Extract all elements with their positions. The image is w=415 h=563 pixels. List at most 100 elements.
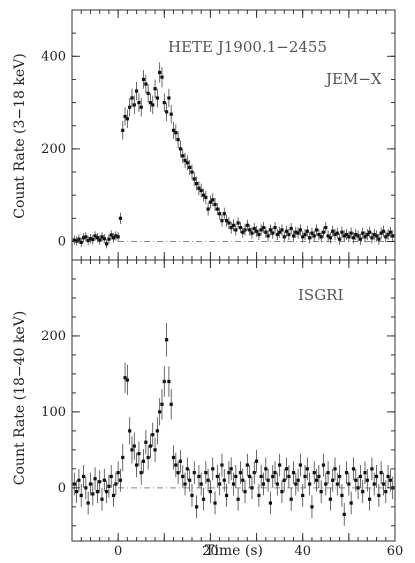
- data-point: [358, 474, 362, 479]
- data-point: [139, 105, 143, 109]
- data-point: [231, 223, 236, 227]
- data-point: [342, 234, 346, 238]
- data-point: [153, 448, 157, 452]
- data-point: [374, 234, 379, 238]
- data-point: [386, 474, 390, 479]
- data-point: [132, 103, 136, 107]
- data-point: [185, 161, 189, 165]
- data-point: [102, 478, 106, 482]
- data-point: [335, 231, 339, 235]
- data-point: [363, 471, 367, 475]
- data-point: [266, 478, 270, 482]
- data-point: [275, 232, 279, 237]
- data-point: [257, 232, 261, 237]
- data-point: [151, 103, 155, 107]
- data-point: [148, 444, 153, 448]
- top-annotation-instrument: JEM−X: [324, 70, 382, 88]
- data-point: [294, 230, 298, 234]
- y-tick-label: 0: [58, 481, 66, 496]
- data-point: [388, 478, 392, 482]
- data-point: [88, 482, 93, 486]
- data-point: [167, 379, 171, 384]
- data-point: [84, 235, 88, 239]
- data-point: [259, 474, 263, 479]
- data-point: [86, 238, 90, 243]
- data-point: [72, 482, 76, 486]
- data-point: [391, 234, 395, 238]
- data-point: [241, 478, 245, 482]
- data-point: [176, 138, 180, 142]
- data-point: [98, 480, 102, 484]
- data-point: [176, 471, 180, 475]
- data-point: [95, 490, 99, 494]
- data-point: [317, 474, 321, 479]
- data-point: [282, 478, 286, 482]
- x-tick-label: 0: [114, 544, 122, 559]
- data-point: [308, 236, 312, 240]
- data-point: [321, 230, 326, 234]
- data-point: [368, 497, 372, 501]
- data-point: [91, 238, 95, 242]
- data-point: [93, 234, 97, 238]
- data-point: [252, 226, 256, 231]
- data-point: [280, 490, 284, 494]
- data-point: [266, 234, 270, 238]
- data-point: [294, 482, 298, 486]
- data-point: [291, 234, 296, 238]
- data-point: [284, 467, 289, 471]
- data-point: [81, 474, 86, 479]
- data-point: [335, 482, 339, 486]
- data-point: [137, 100, 141, 105]
- data-point: [331, 229, 335, 233]
- data-point: [208, 200, 213, 204]
- data-point: [211, 467, 215, 471]
- data-point: [356, 486, 360, 490]
- x-tick-label: 60: [387, 544, 404, 559]
- data-point: [128, 429, 132, 433]
- data-point: [386, 232, 390, 237]
- data-point: [146, 91, 150, 95]
- data-point: [137, 452, 141, 456]
- data-point: [109, 474, 113, 479]
- data-point: [236, 497, 240, 501]
- data-point: [370, 236, 374, 240]
- data-point: [351, 236, 356, 240]
- data-point: [264, 467, 268, 471]
- data-point: [95, 236, 99, 240]
- data-point: [259, 228, 263, 232]
- top-data-points: [72, 62, 395, 249]
- data-point: [312, 234, 316, 238]
- data-point: [185, 467, 189, 471]
- data-point: [241, 230, 245, 234]
- data-point: [338, 474, 342, 479]
- data-point: [374, 474, 379, 479]
- data-point: [252, 471, 256, 475]
- data-point: [123, 376, 127, 380]
- data-point: [199, 188, 203, 193]
- data-point: [358, 237, 362, 241]
- data-point: [368, 230, 372, 234]
- data-point: [218, 482, 222, 486]
- data-point: [192, 471, 196, 475]
- data-point: [370, 467, 374, 471]
- data-point: [254, 459, 259, 463]
- data-point: [125, 117, 129, 121]
- data-point: [118, 478, 123, 482]
- data-point: [354, 478, 358, 482]
- data-point: [344, 232, 349, 237]
- data-point: [250, 231, 254, 235]
- bottom-data-points: [72, 323, 395, 526]
- data-point: [321, 463, 326, 467]
- data-point: [379, 231, 383, 235]
- data-point: [222, 212, 226, 216]
- bottom-annotation-instrument: ISGRI: [298, 286, 343, 304]
- data-point: [372, 482, 376, 486]
- data-point: [238, 471, 243, 475]
- data-point: [361, 231, 365, 235]
- bottom-y-axis-title: Count Rate (18−40 keV): [12, 311, 28, 485]
- data-point: [236, 221, 240, 225]
- data-point: [328, 236, 332, 240]
- data-point: [109, 233, 113, 237]
- data-point: [174, 131, 178, 135]
